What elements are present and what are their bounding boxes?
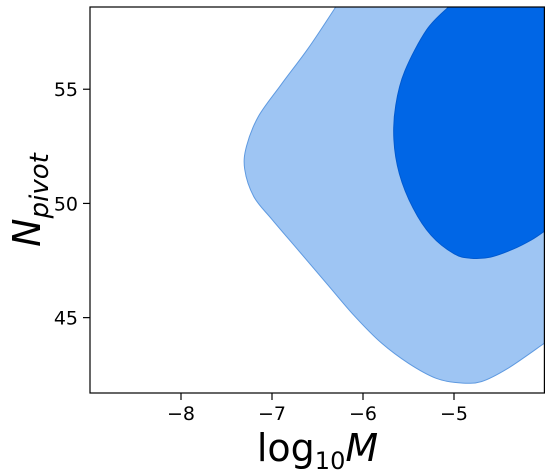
plot-frame xyxy=(89,6,545,394)
x-tick-label: −6 xyxy=(349,403,377,425)
y-axis-ticks: 45 50 55 xyxy=(54,79,90,330)
x-axis-label-base: log xyxy=(257,426,315,470)
y-tick-label: 55 xyxy=(54,79,78,101)
contour-inner xyxy=(393,7,545,260)
x-axis-label-variable: M xyxy=(345,426,378,470)
y-axis-label: Npivot xyxy=(5,152,55,246)
y-axis-label-subscript: pivot xyxy=(25,152,55,219)
y-tick-label: 50 xyxy=(54,193,78,215)
contour-regions xyxy=(243,7,545,384)
y-tick-label: 45 xyxy=(54,308,78,330)
x-tick-label: −5 xyxy=(440,403,468,425)
x-axis-label: log10M xyxy=(257,426,378,473)
x-tick-label: −7 xyxy=(258,403,286,425)
x-tick-label: −8 xyxy=(167,403,195,425)
x-axis-ticks: −8 −7 −6 −5 xyxy=(167,393,468,425)
x-axis-label-subscript: 10 xyxy=(315,447,346,473)
y-axis-label-variable: N xyxy=(5,218,49,246)
